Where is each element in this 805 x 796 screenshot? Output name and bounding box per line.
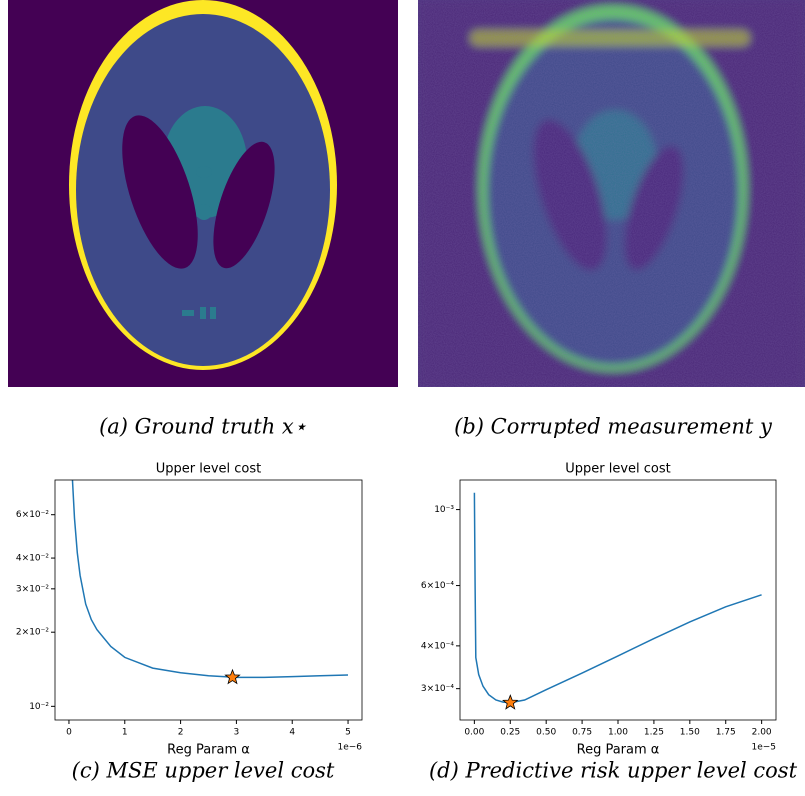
caption: (a) Ground truth x⋆ <box>99 415 307 439</box>
ground-truth-image <box>8 0 398 387</box>
x-tick-label: 1 <box>122 728 128 738</box>
x-tick-label: 1.00 <box>608 728 628 738</box>
x-tick-label: 1.25 <box>644 728 664 738</box>
y-tick-label: 4×10⁻⁴ <box>421 641 454 651</box>
y-tick-label: 2×10⁻² <box>16 628 49 638</box>
y-tick-label: 3×10⁻⁴ <box>421 684 454 694</box>
x-tick-label: 0.50 <box>536 728 556 738</box>
x-tick-label: 0 <box>66 728 72 738</box>
x-axis-label: Reg Param α <box>167 743 250 758</box>
cost-line <box>71 480 349 679</box>
x-tick-label: 2.00 <box>752 728 772 738</box>
plot-frame <box>459 479 777 721</box>
optimum-marker <box>502 694 519 710</box>
chart-title: Upper level cost <box>565 462 671 477</box>
y-tick-label: 10⁻³ <box>434 505 454 515</box>
chart-title: Upper level cost <box>156 462 262 477</box>
plot-frame <box>54 479 363 721</box>
cost-line <box>473 492 762 704</box>
y-tick-label: 6×10⁻² <box>16 510 49 520</box>
caption: (d) Predictive risk upper level cost <box>429 759 798 783</box>
x-offset-label: 1e−5 <box>751 743 776 753</box>
caption: (b) Corrupted measurement y <box>454 415 773 439</box>
measurement-image <box>418 0 805 387</box>
x-tick-label: 4 <box>289 728 295 738</box>
y-tick-label: 3×10⁻² <box>16 584 49 594</box>
y-tick-label: 6×10⁻⁴ <box>421 581 454 591</box>
x-tick-label: 3 <box>234 728 240 738</box>
x-axis-label: Reg Param α <box>577 743 660 758</box>
optimum-marker <box>224 668 241 685</box>
x-tick-label: 0.00 <box>464 728 484 738</box>
x-tick-label: 1.75 <box>716 728 736 738</box>
x-tick-label: 2 <box>178 728 184 738</box>
x-tick-label: 0.25 <box>500 728 520 738</box>
x-offset-label: 1e−6 <box>337 743 362 753</box>
x-tick-label: 5 <box>345 728 351 738</box>
x-tick-label: 0.75 <box>572 728 592 738</box>
y-tick-label: 10⁻² <box>29 702 49 712</box>
x-tick-label: 1.50 <box>680 728 700 738</box>
caption: (c) MSE upper level cost <box>72 759 335 783</box>
y-tick-label: 4×10⁻² <box>16 554 49 564</box>
